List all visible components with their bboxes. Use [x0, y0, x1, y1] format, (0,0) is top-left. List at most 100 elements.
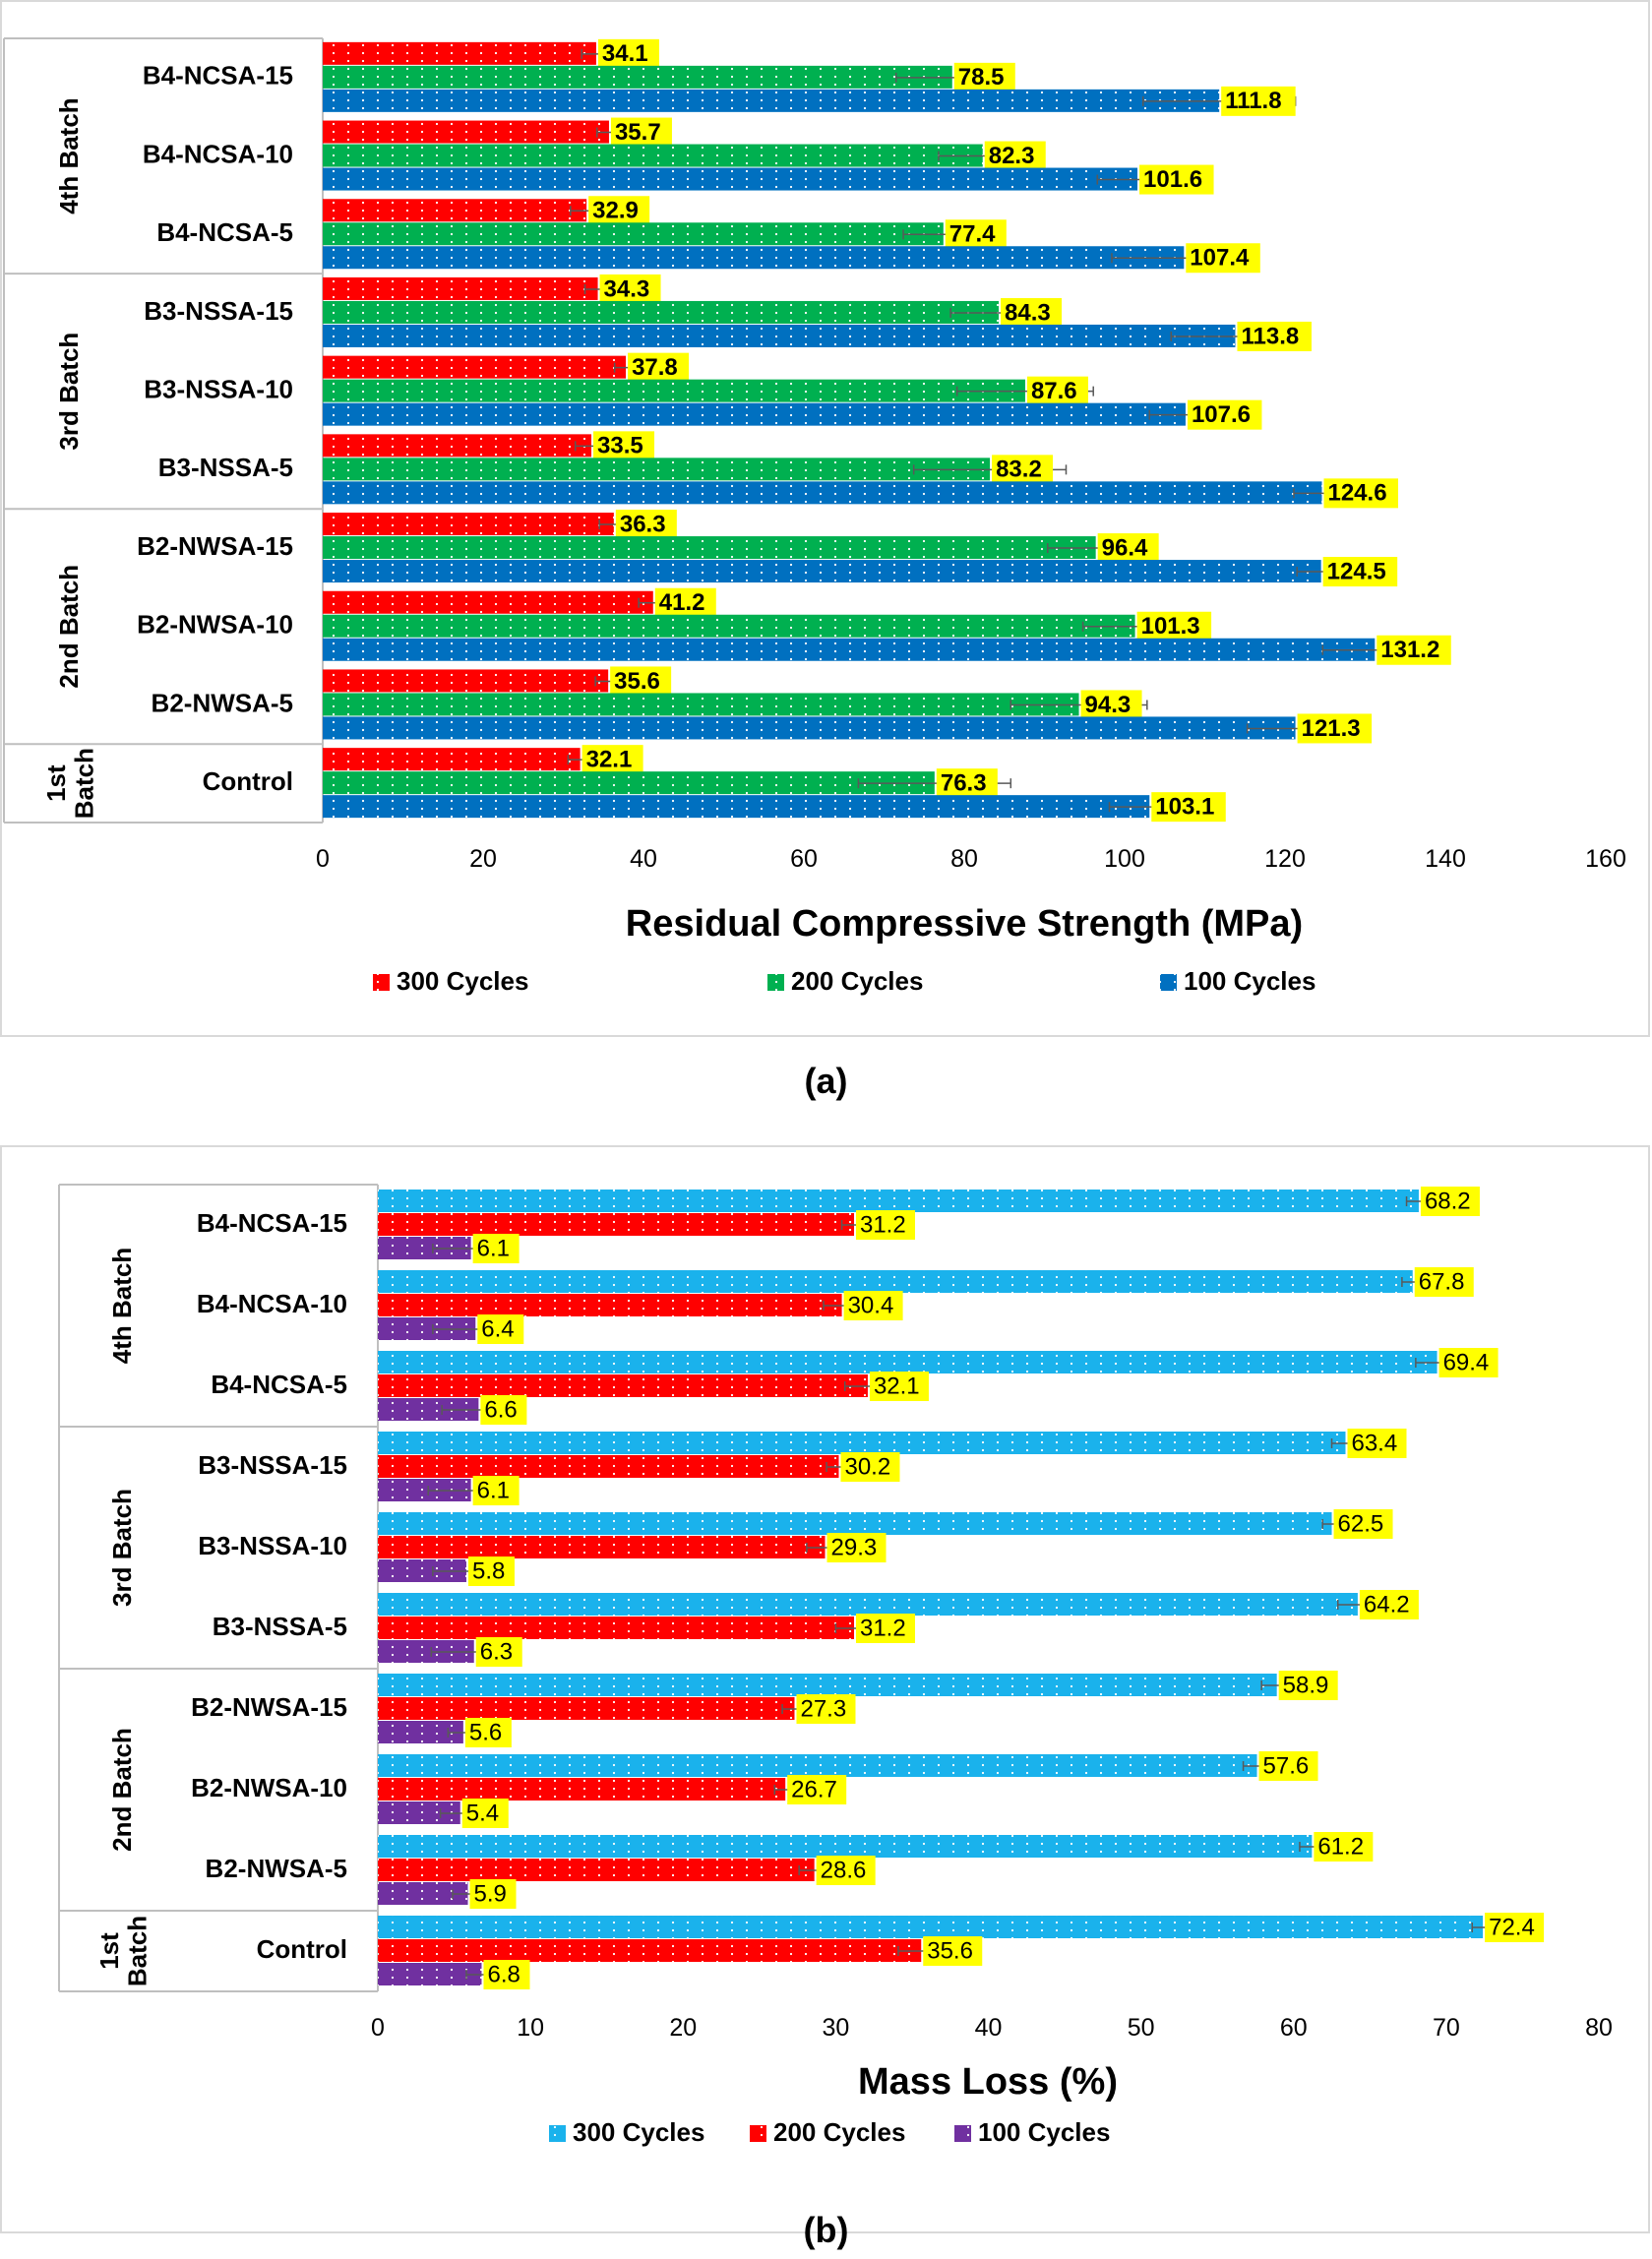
bar-100-cycles-b4-ncsa-10 [378, 1317, 476, 1340]
svg-text:82.3: 82.3 [989, 143, 1035, 169]
data-label-200-cycles-b4-ncsa-10: 30.4 [843, 1291, 903, 1320]
svg-text:300 Cycles: 300 Cycles [397, 966, 528, 996]
svg-text:28.6: 28.6 [821, 1857, 867, 1883]
bar-300-cycles-b2-nwsa-15 [378, 1674, 1277, 1696]
bar-200-cycles-b2-nwsa-10 [323, 614, 1135, 638]
category-label-b2-nwsa-10: B2-NWSA-10 [137, 610, 293, 640]
svg-text:36.3: 36.3 [620, 511, 666, 537]
x-tick-label-140: 140 [1425, 845, 1466, 873]
bar-200-cycles-b4-ncsa-15 [323, 65, 952, 89]
data-label-300-cycles-b4-ncsa-5: 32.9 [588, 196, 650, 226]
svg-text:35.7: 35.7 [615, 119, 661, 146]
category-label-b2-nwsa-10: B2-NWSA-10 [191, 1773, 347, 1802]
chart-a: 4th Batch 3rd Batch 2nd Batch 1stBatch B4-NC… [3, 37, 1626, 996]
caption-b: (b) [803, 2210, 849, 2250]
category-label-b2-nwsa-15: B2-NWSA-15 [191, 1692, 347, 1722]
svg-text:72.4: 72.4 [1489, 1914, 1535, 1940]
svg-text:107.4: 107.4 [1190, 245, 1250, 272]
svg-text:31.2: 31.2 [860, 1211, 906, 1238]
svg-text:30.4: 30.4 [848, 1292, 894, 1318]
data-label-100-cycles-b2-nwsa-15: 124.5 [1322, 557, 1398, 587]
category-label-b2-nwsa-5: B2-NWSA-5 [152, 688, 293, 717]
bar-100-cycles-b2-nwsa-10 [378, 1801, 460, 1824]
svg-text:6.1: 6.1 [477, 1235, 510, 1261]
data-label-200-cycles-b4-ncsa-15: 31.2 [855, 1210, 915, 1240]
bar-300-cycles-b3-nssa-10 [378, 1512, 1332, 1535]
data-label-300-cycles-b2-nwsa-15: 58.9 [1278, 1671, 1338, 1700]
svg-text:200 Cycles: 200 Cycles [773, 2117, 905, 2147]
category-label-b2-nwsa-15: B2-NWSA-15 [137, 531, 293, 561]
data-label-100-cycles-b2-nwsa-5: 5.9 [469, 1879, 517, 1909]
svg-text:30.2: 30.2 [844, 1453, 890, 1480]
svg-text:37.8: 37.8 [632, 354, 678, 381]
svg-text:64.2: 64.2 [1364, 1591, 1410, 1618]
svg-text:61.2: 61.2 [1317, 1833, 1364, 1860]
bar-300-cycles-control [323, 748, 581, 771]
data-label-200-cycles-b3-nssa-5: 31.2 [855, 1614, 915, 1643]
data-label-100-cycles-b3-nssa-15: 113.8 [1237, 321, 1312, 351]
bar-100-cycles-b4-ncsa-10 [323, 167, 1138, 191]
x-tick-label-10: 10 [517, 2014, 544, 2042]
data-label-200-cycles-b2-nwsa-10: 26.7 [787, 1775, 847, 1804]
category-label-b4-ncsa-10: B4-NCSA-10 [143, 139, 293, 168]
legend-item-100-cycles: 100 Cycles [1160, 966, 1315, 996]
data-label-300-cycles-b4-ncsa-15: 34.1 [597, 38, 659, 69]
svg-text:76.3: 76.3 [941, 769, 987, 796]
x-tick-label-80: 80 [1585, 2014, 1613, 2042]
group-label-2nd-batch: 2nd Batch [54, 565, 84, 689]
x-tick-label-80: 80 [950, 845, 978, 873]
x-tick-label-120: 120 [1264, 845, 1306, 873]
svg-text:62.5: 62.5 [1338, 1510, 1384, 1537]
x-tick-label-0: 0 [316, 845, 330, 873]
bar-100-cycles-b4-ncsa-5 [378, 1398, 479, 1421]
x-tick-label-40: 40 [975, 2014, 1003, 2042]
bar-300-cycles-b4-ncsa-10 [378, 1270, 1413, 1293]
svg-text:300 Cycles: 300 Cycles [573, 2117, 704, 2147]
bar-300-cycles-b2-nwsa-10 [378, 1754, 1257, 1777]
data-label-300-cycles-b4-ncsa-5: 69.4 [1438, 1348, 1499, 1377]
group-label-1st-batch: 1stBatch [94, 1916, 153, 1986]
data-label-300-cycles-b4-ncsa-10: 67.8 [1414, 1267, 1474, 1297]
data-label-100-cycles-b3-nssa-15: 6.1 [472, 1476, 520, 1505]
x-axis-title: Mass Loss (%) [858, 2061, 1118, 2103]
bar-200-cycles-b3-nssa-5 [323, 458, 991, 481]
bar-300-cycles-b3-nssa-5 [378, 1593, 1358, 1616]
data-label-100-cycles-b4-ncsa-5: 6.6 [480, 1395, 527, 1425]
bar-100-cycles-b4-ncsa-5 [323, 246, 1185, 270]
bar-200-cycles-b2-nwsa-5 [378, 1859, 815, 1881]
x-tick-label-100: 100 [1104, 845, 1145, 873]
category-label-b3-nssa-10: B3-NSSA-10 [198, 1531, 347, 1560]
bar-300-cycles-b4-ncsa-15 [323, 41, 596, 65]
data-label-100-cycles-b2-nwsa-15: 5.6 [464, 1718, 512, 1747]
bar-300-cycles-b4-ncsa-10 [323, 120, 609, 144]
svg-text:6.4: 6.4 [481, 1315, 514, 1342]
data-label-100-cycles-b4-ncsa-15: 111.8 [1221, 86, 1296, 116]
svg-text:5.4: 5.4 [466, 1800, 499, 1826]
data-label-300-cycles-b3-nssa-15: 63.4 [1347, 1429, 1407, 1458]
svg-text:34.3: 34.3 [604, 275, 650, 302]
bar-100-cycles-b2-nwsa-10 [323, 638, 1376, 661]
data-label-200-cycles-b3-nssa-5: 83.2 [992, 455, 1054, 485]
x-tick-label-70: 70 [1433, 2014, 1460, 2042]
x-axis-title: Residual Compressive Strength (MPa) [626, 903, 1303, 945]
bar-100-cycles-b3-nssa-10 [323, 402, 1186, 426]
svg-text:101.3: 101.3 [1141, 613, 1200, 640]
bar-200-cycles-control [378, 1939, 922, 1962]
data-label-100-cycles-b3-nssa-5: 124.6 [1323, 478, 1398, 509]
svg-text:101.6: 101.6 [1143, 166, 1202, 193]
category-label-b4-ncsa-5: B4-NCSA-5 [211, 1370, 347, 1399]
bar-100-cycles-b3-nssa-5 [378, 1640, 474, 1663]
svg-text:32.9: 32.9 [592, 198, 639, 224]
svg-text:33.5: 33.5 [597, 433, 643, 459]
svg-text:78.5: 78.5 [958, 64, 1005, 91]
bar-300-cycles-b2-nwsa-15 [323, 513, 614, 536]
svg-text:113.8: 113.8 [1241, 323, 1299, 349]
data-label-200-cycles-b2-nwsa-5: 94.3 [1080, 690, 1142, 720]
data-label-300-cycles-b3-nssa-15: 34.3 [599, 274, 661, 304]
data-label-100-cycles-b4-ncsa-15: 6.1 [472, 1234, 520, 1263]
bar-200-cycles-b3-nssa-5 [378, 1617, 854, 1639]
bar-300-cycles-b4-ncsa-5 [378, 1351, 1438, 1374]
category-label-b3-nssa-5: B3-NSSA-5 [158, 453, 293, 482]
x-tick-label-30: 30 [822, 2014, 849, 2042]
bar-200-cycles-b4-ncsa-10 [378, 1294, 842, 1316]
